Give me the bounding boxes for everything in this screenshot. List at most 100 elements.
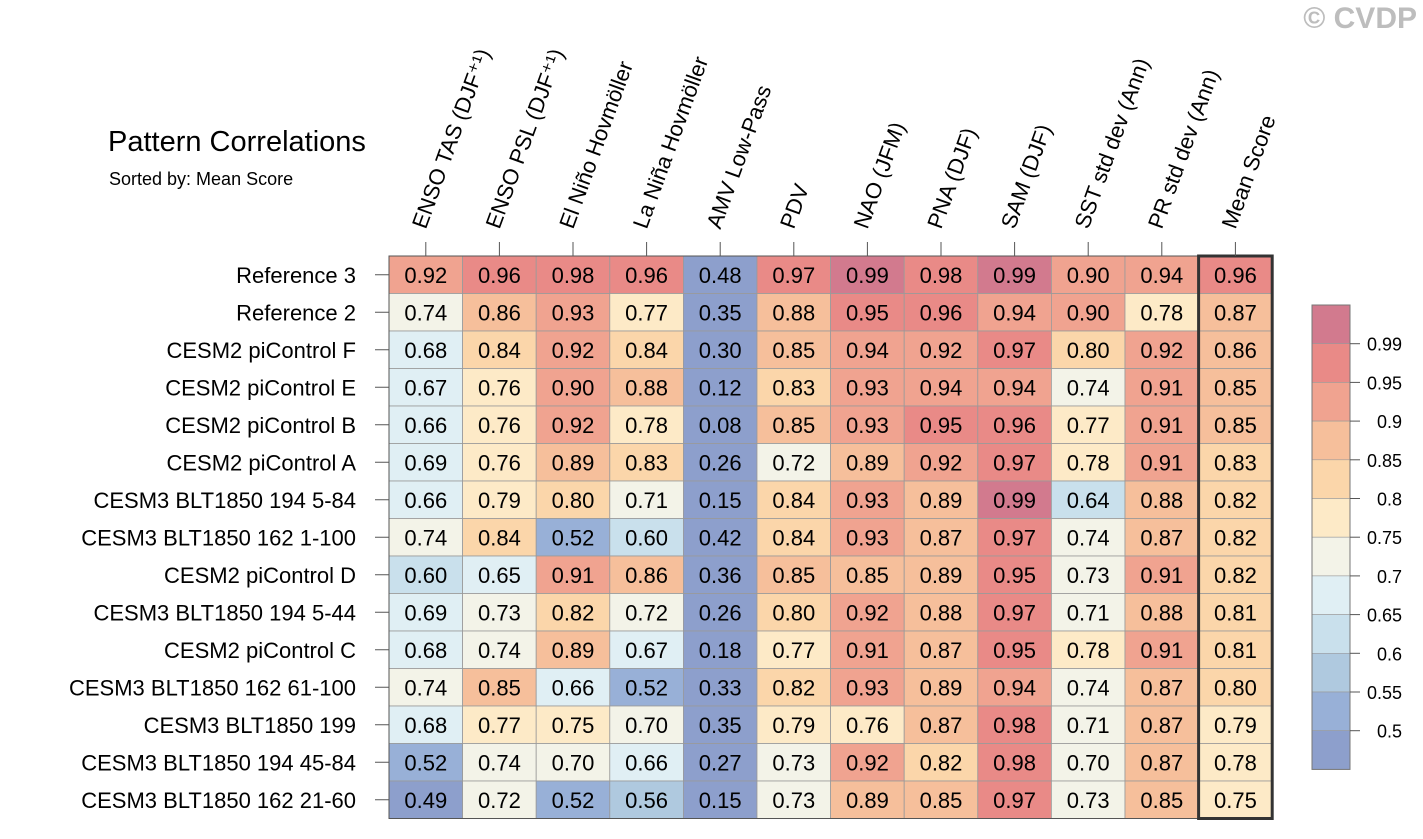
heatmap-cell (977, 293, 1052, 332)
heatmap-cell (1051, 743, 1126, 782)
heatmap-cell (756, 705, 831, 744)
row-label: CESM2 piControl D (164, 563, 356, 588)
colorbar-label: 0.6 (1377, 644, 1402, 664)
heatmap-cell (830, 630, 905, 669)
heatmap-cell (830, 593, 905, 632)
cell-value: 0.98 (920, 263, 963, 288)
heatmap-cell (462, 480, 537, 519)
cell-value: 0.79 (478, 488, 521, 513)
cell-value: 0.91 (1140, 450, 1183, 475)
heatmap-cell (1124, 743, 1199, 782)
colorbar-segment (1311, 652, 1351, 693)
row-label: CESM2 piControl C (164, 638, 356, 663)
cell-value: 0.65 (478, 563, 521, 588)
colorbar-segment (1311, 498, 1351, 538)
heatmap-cell (977, 593, 1052, 632)
cell-value: 0.92 (846, 750, 889, 775)
heatmap-cell (1124, 405, 1199, 444)
cell-value: 0.30 (699, 338, 742, 363)
heatmap-cell (388, 293, 463, 332)
heatmap-cell (1051, 330, 1126, 369)
cell-value: 0.35 (699, 300, 742, 325)
colorbar-label: 0.55 (1367, 683, 1402, 703)
heatmap-cell (977, 705, 1052, 744)
cell-value: 0.71 (1067, 600, 1110, 625)
cell-value: 0.73 (1067, 788, 1110, 813)
cell-value: 0.93 (846, 675, 889, 700)
cell-value: 0.85 (1140, 788, 1183, 813)
cell-value: 0.91 (552, 563, 595, 588)
cell-value: 0.95 (993, 563, 1036, 588)
heatmap-cell (609, 405, 684, 444)
cell-value: 0.88 (920, 600, 963, 625)
heatmap-cell (1051, 555, 1126, 594)
cell-value: 0.97 (993, 450, 1036, 475)
heatmap-cell (1124, 443, 1199, 482)
heatmap-cell (609, 518, 684, 557)
heatmap-cell (683, 668, 758, 707)
cell-value: 0.71 (625, 488, 668, 513)
cell-value: 0.78 (1067, 638, 1110, 663)
heatmap-cell (535, 705, 611, 744)
cell-value: 0.82 (1214, 525, 1257, 550)
cell-value: 0.92 (846, 600, 889, 625)
row-label: CESM3 BLT1850 199 (144, 713, 356, 738)
cell-value: 0.91 (1140, 375, 1183, 400)
cell-value: 0.78 (625, 413, 668, 438)
cell-value: 0.85 (772, 413, 815, 438)
heatmap-cell (1051, 480, 1126, 519)
heatmap-cell (1124, 555, 1199, 594)
cell-value: 0.69 (404, 600, 447, 625)
cell-value: 0.93 (846, 375, 889, 400)
column-label: PNA (DJF) (922, 124, 981, 231)
heatmap-cell (1051, 443, 1126, 482)
heatmap-cell (756, 743, 831, 782)
cell-value: 0.73 (478, 600, 521, 625)
heatmap-cell (830, 293, 905, 332)
heatmap-cell (1124, 593, 1199, 632)
cell-value: 0.79 (772, 713, 815, 738)
cell-value: 0.72 (478, 788, 521, 813)
row-label: CESM3 BLT1850 194 5-44 (93, 600, 356, 625)
colorbar-segment (1311, 304, 1351, 345)
heatmap-cell (1198, 255, 1273, 294)
cell-value: 0.95 (920, 413, 963, 438)
heatmap-cell (756, 293, 831, 332)
cell-value: 0.52 (552, 525, 595, 550)
heatmap-cell (609, 593, 684, 632)
cell-value: 0.80 (1214, 675, 1257, 700)
column-label: ENSO PSL (DJF⁺¹) (481, 45, 569, 231)
cell-value: 0.91 (1140, 413, 1183, 438)
colorbar-label: 0.99 (1367, 335, 1402, 355)
cell-value: 0.89 (552, 450, 595, 475)
cell-value: 0.97 (993, 600, 1036, 625)
cell-value: 0.71 (1067, 713, 1110, 738)
heatmap-cell (756, 368, 831, 407)
cell-value: 0.78 (1214, 750, 1257, 775)
heatmap-cell (535, 330, 611, 369)
cell-value: 0.91 (1140, 563, 1183, 588)
heatmap-cell (1051, 518, 1126, 557)
cell-value: 0.66 (552, 675, 595, 700)
cell-value: 0.89 (846, 788, 889, 813)
cell-value: 0.60 (625, 525, 668, 550)
heatmap-cell (683, 593, 758, 632)
cell-value: 0.35 (699, 713, 742, 738)
cell-value: 0.72 (772, 450, 815, 475)
heatmap-cell (683, 555, 758, 594)
row-label: CESM3 BLT1850 162 21-60 (81, 788, 356, 813)
cell-value: 0.74 (1067, 375, 1110, 400)
cell-value: 0.89 (920, 675, 963, 700)
colorbar-segment (1311, 614, 1351, 654)
cell-value: 0.82 (772, 675, 815, 700)
column-label: PDV (775, 180, 814, 231)
heatmap-cell (756, 330, 831, 369)
heatmap-cell (683, 705, 758, 744)
colorbar-segment (1311, 730, 1351, 770)
cell-value: 0.96 (993, 413, 1036, 438)
cell-value: 0.77 (772, 638, 815, 663)
cell-value: 0.84 (625, 338, 668, 363)
cell-value: 0.84 (478, 525, 521, 550)
colorbar-label: 0.5 (1377, 722, 1402, 742)
